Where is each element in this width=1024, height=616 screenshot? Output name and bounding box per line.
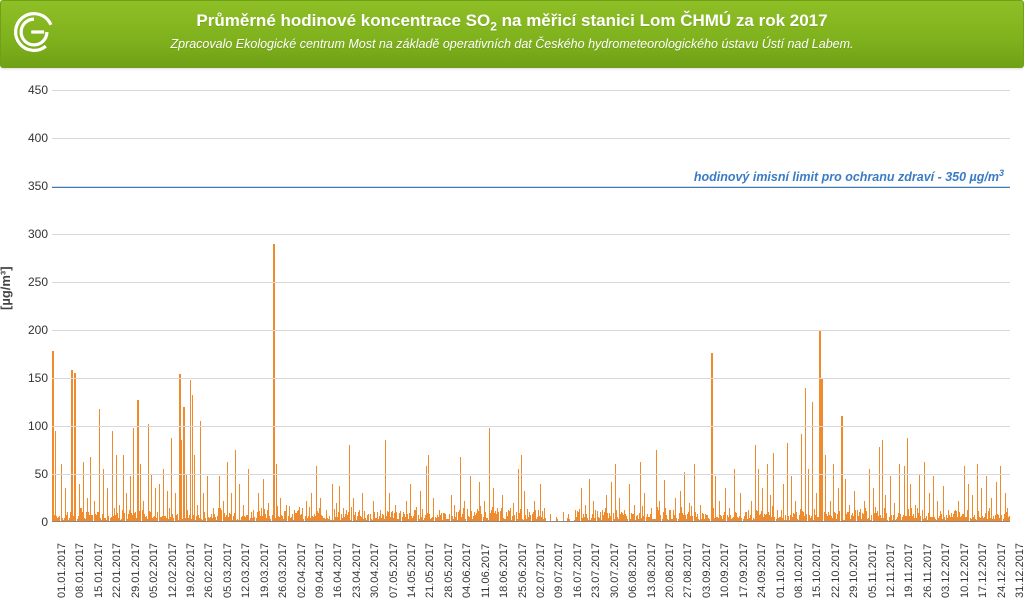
x-tick-label: 22.01.2017 (111, 543, 123, 598)
x-tick-label: 14.05.2017 (406, 543, 418, 598)
limit-label-text: hodinový imisní limit pro ochranu zdraví… (694, 170, 999, 184)
x-tick-label: 23.04.2017 (351, 543, 363, 598)
x-tick-label: 16.04.2017 (332, 543, 344, 598)
x-tick-label: 01.10.2017 (775, 543, 787, 598)
x-tick-label: 19.02.2017 (185, 543, 197, 598)
y-tick-label: 200 (4, 323, 52, 337)
x-tick-label: 10.09.2017 (719, 543, 731, 598)
y-tick-label: 450 (4, 83, 52, 97)
gridline (52, 138, 1010, 139)
logo-ec-icon (7, 5, 61, 59)
x-tick-label: 16.07.2017 (572, 543, 584, 598)
x-tick-label: 25.06.2017 (517, 543, 529, 598)
x-tick-label: 01.01.2017 (56, 543, 68, 598)
x-tick-label: 19.11.2017 (903, 544, 915, 598)
y-tick-label: 300 (4, 227, 52, 241)
x-tick-label: 13.08.2017 (646, 543, 658, 598)
y-tick-label: 400 (4, 131, 52, 145)
x-tick-label: 24.12.2017 (996, 543, 1008, 598)
x-tick-label: 08.10.2017 (793, 543, 805, 598)
gridline (52, 378, 1010, 379)
x-tick-label: 02.04.2017 (296, 543, 308, 598)
x-tick-label: 04.06.2017 (461, 543, 473, 598)
x-tick-label: 24.09.2017 (756, 543, 768, 598)
x-tick-label: 17.12.2017 (977, 543, 989, 598)
gridline (52, 234, 1010, 235)
x-tick-label: 12.02.2017 (167, 543, 179, 598)
gridline (52, 90, 1010, 91)
x-tick-label: 12.11.2017 (885, 544, 897, 598)
x-tick-label: 30.04.2017 (369, 543, 381, 598)
x-tick-label: 26.03.2017 (277, 543, 289, 598)
gridline (52, 426, 1010, 427)
x-tick-label: 29.10.2017 (848, 543, 860, 598)
gridline (52, 474, 1010, 475)
title-pre: Průměrné hodinové koncentrace SO (196, 11, 490, 30)
bar-series (52, 90, 1010, 522)
x-tick-label: 15.01.2017 (93, 543, 105, 598)
x-axis-labels: 01.01.2017 08.01.2017 15.01.2017 22.01.2017… (52, 526, 1010, 616)
x-tick-label: 26.11.2017 (922, 544, 934, 598)
x-tick-label: 05.02.2017 (148, 543, 160, 598)
x-tick-label: 28.05.2017 (443, 543, 455, 598)
gridline (52, 330, 1010, 331)
chart-title: Průměrné hodinové koncentrace SO2 na měř… (1, 1, 1023, 33)
x-tick-label: 09.07.2017 (553, 543, 565, 598)
y-tick-label: 0 (4, 515, 52, 529)
x-tick-label: 27.08.2017 (682, 543, 694, 598)
x-tick-label: 23.07.2017 (590, 543, 602, 598)
y-tick-label: 50 (4, 467, 52, 481)
x-tick-label: 03.09.2017 (701, 543, 713, 598)
x-tick-label: 26.02.2017 (203, 543, 215, 598)
y-tick-label: 100 (4, 419, 52, 433)
gridline (52, 282, 1010, 283)
limit-label-sup: 3 (999, 168, 1004, 178)
x-tick-label: 22.10.2017 (830, 543, 842, 598)
plot-region: hodinový imisní limit pro ochranu zdraví… (52, 90, 1010, 522)
x-tick-label: 03.12.2017 (940, 543, 952, 598)
gridline (52, 186, 1010, 187)
title-sub: 2 (490, 19, 497, 33)
x-tick-label: 02.07.2017 (535, 543, 547, 598)
y-tick-label: 150 (4, 371, 52, 385)
x-tick-label: 08.01.2017 (74, 543, 86, 598)
x-tick-label: 07.05.2017 (388, 543, 400, 598)
x-tick-label: 10.12.2017 (959, 543, 971, 598)
x-tick-label: 17.09.2017 (738, 543, 750, 598)
y-tick-label: 250 (4, 275, 52, 289)
header-banner: Průměrné hodinové koncentrace SO2 na měř… (0, 0, 1024, 68)
x-tick-label: 05.03.2017 (222, 543, 234, 598)
title-post: na měřicí stanici Lom ČHMÚ za rok 2017 (497, 11, 828, 30)
x-tick-label: 31.12.2017 (1014, 543, 1024, 598)
y-tick-label: 350 (4, 179, 52, 193)
x-tick-label: 06.08.2017 (627, 543, 639, 598)
x-tick-label: 18.06.2017 (498, 543, 510, 598)
limit-label: hodinový imisní limit pro ochranu zdraví… (694, 168, 1004, 184)
x-tick-label: 11.06.2017 (480, 544, 492, 598)
x-tick-label: 12.03.2017 (240, 543, 252, 598)
x-tick-label: 09.04.2017 (314, 543, 326, 598)
x-tick-label: 05.11.2017 (867, 544, 879, 598)
x-tick-label: 15.10.2017 (811, 543, 823, 598)
x-tick-label: 21.05.2017 (424, 543, 436, 598)
chart-subtitle: Zpracovalo Ekologické centrum Most na zá… (1, 37, 1023, 51)
x-tick-label: 30.07.2017 (609, 543, 621, 598)
x-axis-line (52, 521, 1010, 522)
x-tick-label: 29.01.2017 (130, 543, 142, 598)
chart-area: [µg/m³] hodinový imisní limit pro ochran… (0, 70, 1024, 611)
x-tick-label: 20.08.2017 (664, 543, 676, 598)
x-tick-label: 19.03.2017 (259, 543, 271, 598)
